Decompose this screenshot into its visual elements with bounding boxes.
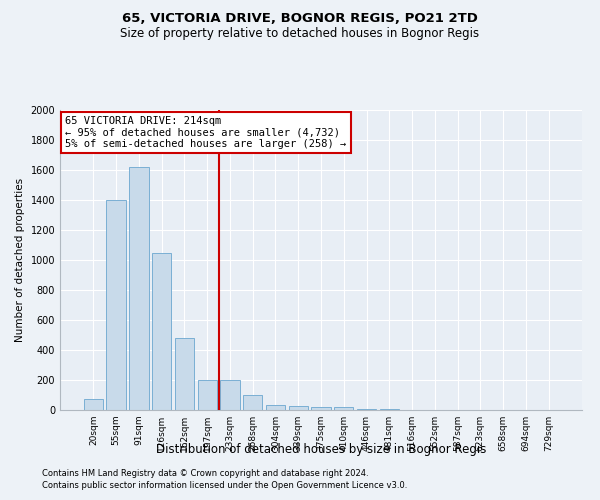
Bar xyxy=(357,408,376,410)
Bar xyxy=(266,405,285,410)
Bar xyxy=(106,200,126,410)
Bar xyxy=(334,407,353,410)
Text: Contains public sector information licensed under the Open Government Licence v3: Contains public sector information licen… xyxy=(42,481,407,490)
Bar xyxy=(380,409,399,410)
Bar xyxy=(129,167,149,410)
Bar xyxy=(311,407,331,410)
Text: 65, VICTORIA DRIVE, BOGNOR REGIS, PO21 2TD: 65, VICTORIA DRIVE, BOGNOR REGIS, PO21 2… xyxy=(122,12,478,26)
Y-axis label: Number of detached properties: Number of detached properties xyxy=(15,178,25,342)
Bar xyxy=(175,338,194,410)
Bar xyxy=(152,252,172,410)
Bar xyxy=(84,399,103,410)
Text: 65 VICTORIA DRIVE: 214sqm
← 95% of detached houses are smaller (4,732)
5% of sem: 65 VICTORIA DRIVE: 214sqm ← 95% of detac… xyxy=(65,116,346,149)
Bar xyxy=(289,406,308,410)
Text: Contains HM Land Registry data © Crown copyright and database right 2024.: Contains HM Land Registry data © Crown c… xyxy=(42,468,368,477)
Bar xyxy=(197,380,217,410)
Text: Distribution of detached houses by size in Bognor Regis: Distribution of detached houses by size … xyxy=(156,442,486,456)
Text: Size of property relative to detached houses in Bognor Regis: Size of property relative to detached ho… xyxy=(121,28,479,40)
Bar xyxy=(220,380,239,410)
Bar xyxy=(243,395,262,410)
